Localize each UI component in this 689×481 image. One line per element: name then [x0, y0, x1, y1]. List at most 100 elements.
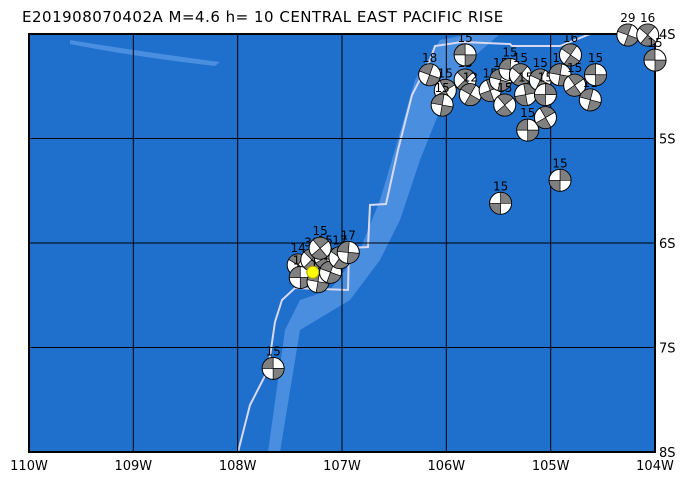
depth-label: 12 [463, 71, 478, 85]
beachball-compression-quadrant [584, 63, 596, 76]
beachball[interactable]: 15 [643, 36, 667, 72]
depth-label: 15 [552, 156, 567, 170]
depth-label: 15 [567, 61, 582, 75]
lon-tick-label: 105W [532, 459, 570, 474]
beachball-compression-quadrant [464, 94, 481, 106]
beachball-compression-quadrant [497, 93, 514, 106]
depth-label: 15 [312, 224, 327, 238]
beachball-compression-quadrant [511, 63, 528, 76]
beachball-compression-quadrant [516, 118, 529, 131]
beachball-compression-quadrant [311, 247, 328, 260]
beachball-compression-quadrant [587, 99, 602, 112]
depth-label: 15 [520, 106, 535, 120]
depth-label: 15 [457, 31, 472, 45]
beachball[interactable]: 15 [308, 224, 332, 260]
depth-label: 16 [640, 11, 655, 25]
beachball-compression-quadrant [548, 179, 561, 192]
beachball[interactable]: 15 [584, 51, 608, 87]
beachball-compression-quadrant [548, 63, 563, 76]
beachball-compression-quadrant [497, 79, 512, 92]
depth-label: 15 [438, 66, 453, 80]
beachball-compression-quadrant [439, 104, 454, 117]
lat-tick-label: 6S [659, 237, 676, 252]
beachball-compression-quadrant [545, 83, 557, 95]
target-event-marker[interactable] [306, 265, 320, 279]
beachball[interactable]: 12 [458, 71, 482, 107]
beachball-compression-quadrant [336, 241, 350, 253]
beachball[interactable]: 15 [453, 31, 477, 67]
depth-label: 15 [502, 46, 517, 60]
plate-boundary [237, 34, 591, 452]
beachball-compression-quadrant [567, 73, 585, 86]
beachball-compression-quadrant [464, 54, 477, 67]
beachball[interactable]: 15 [261, 344, 285, 380]
beachball-compression-quadrant [539, 106, 556, 119]
beachball[interactable]: 16 [636, 11, 660, 47]
beachball[interactable]: 15 [430, 81, 454, 117]
depth-label: 15 [588, 51, 603, 65]
beachball-compression-quadrant [498, 58, 512, 70]
lon-tick-label: 109W [114, 459, 152, 474]
beachball-compression-quadrant [333, 257, 350, 269]
beachball[interactable]: 18 [418, 51, 442, 87]
beachball[interactable]: 29 [616, 11, 640, 47]
beachball[interactable]: 15 [563, 61, 587, 97]
beachball[interactable]: 17 [336, 228, 360, 264]
lon-tick-label: 107W [323, 459, 361, 474]
beachball[interactable]: 15 [514, 71, 538, 107]
beachball-compression-quadrant [559, 168, 572, 181]
map-frame [28, 33, 656, 453]
depth-label: 15 [435, 81, 450, 95]
beachball-compression-quadrant [617, 23, 633, 36]
map-title: E201908070402A M=4.6 h= 10 CENTRAL EAST … [22, 8, 504, 26]
beachball[interactable]: 15 [489, 179, 513, 215]
lon-tick-label: 110W [10, 459, 48, 474]
beachball[interactable]: 15 [516, 106, 540, 142]
lon-tick-label: 104W [636, 459, 674, 474]
beachball-compression-quadrant [456, 68, 474, 81]
lat-tick-label: 4S [659, 28, 676, 43]
beachball-compression-quadrant [346, 252, 360, 264]
beachball-compression-quadrant [261, 357, 274, 369]
focal-mechanisms: 1815151515121515151515151515151515161511… [261, 11, 667, 380]
beachball-compression-quadrant [453, 43, 466, 56]
beachball-compression-quadrant [535, 117, 552, 129]
beachball-compression-quadrant [425, 74, 441, 87]
beachball[interactable]: 15 [533, 71, 557, 107]
depth-label: 29 [620, 11, 635, 25]
beachball-compression-quadrant [563, 54, 580, 67]
beachball-compression-quadrant [640, 34, 657, 47]
lon-tick-label: 108W [219, 459, 257, 474]
beachball-compression-quadrant [643, 48, 656, 61]
beachball[interactable]: 15 [548, 156, 572, 192]
ridge-bathymetry [70, 40, 220, 66]
beachball[interactable]: 16 [558, 31, 582, 67]
depth-label: 15 [265, 344, 280, 358]
beachball[interactable]: 15 [493, 81, 517, 117]
beachball-compression-quadrant [500, 191, 512, 204]
depth-label: 17 [341, 228, 356, 242]
beachball-compression-quadrant [272, 368, 285, 380]
beachball-compression-quadrant [595, 74, 607, 87]
beachball-compression-quadrant [312, 236, 330, 249]
beachball-compression-quadrant [288, 266, 301, 278]
beachball-compression-quadrant [560, 43, 578, 56]
depth-label: 16 [563, 31, 578, 45]
depth-label: 18 [422, 51, 437, 65]
beachball-compression-quadrant [514, 94, 528, 106]
depth-label: 14 [291, 241, 306, 255]
beachball-compression-quadrant [654, 59, 667, 72]
beachball-compression-quadrant [534, 94, 546, 106]
axis-labels: 110W 109W 108W 107W 106W 105W 104W 4S 5S 6S 7S 8S [10, 28, 675, 474]
lat-tick-label: 7S [659, 342, 676, 357]
depth-label: 15 [647, 36, 662, 50]
depth-label: 15 [533, 56, 548, 70]
beachball-compression-quadrant [638, 23, 656, 36]
beachball-compression-quadrant [460, 83, 477, 96]
beachball-compression-quadrant [495, 104, 513, 117]
depth-label: 15 [513, 51, 528, 65]
beachball-compression-quadrant [529, 68, 546, 81]
beachball[interactable]: 15 [508, 51, 532, 87]
beachball-compression-quadrant [326, 271, 342, 284]
